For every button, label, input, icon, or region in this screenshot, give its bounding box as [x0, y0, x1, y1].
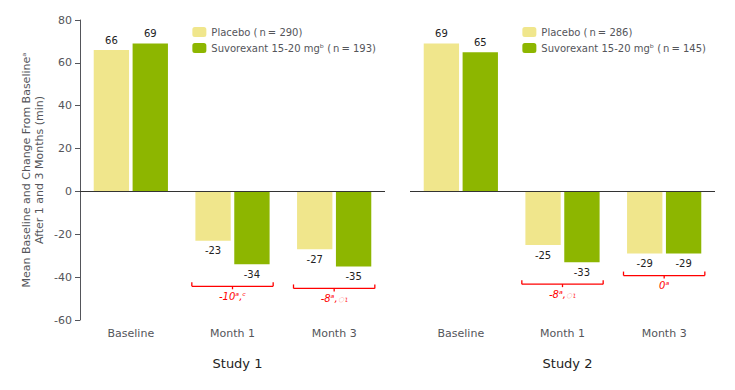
svg-text:0: 0	[65, 185, 72, 198]
svg-text:-33: -33	[574, 267, 590, 278]
svg-text:69: 69	[144, 28, 157, 39]
svg-text:After 1 and 3 Months (min): After 1 and 3 Months (min)	[33, 96, 46, 244]
svg-text:-29: -29	[675, 258, 691, 269]
svg-text:-34: -34	[244, 269, 260, 280]
svg-text:60: 60	[58, 56, 72, 69]
svg-text:40: 40	[58, 99, 72, 112]
svg-text:0ᵃ: 0ᵃ	[659, 280, 669, 291]
svg-text:-20: -20	[54, 228, 72, 241]
svg-text:-8ᵃ,ၤ: -8ᵃ,ၤ	[549, 289, 576, 300]
svg-text:Month 1: Month 1	[210, 327, 255, 340]
svg-text:-25: -25	[535, 250, 551, 261]
svg-text:69: 69	[435, 28, 448, 39]
svg-text:Baseline: Baseline	[108, 327, 155, 340]
svg-text:-8ᵃ,ၤ: -8ᵃ,ၤ	[321, 293, 348, 304]
svg-text:-40: -40	[54, 271, 72, 284]
svg-text:-29: -29	[637, 258, 653, 269]
svg-text:Placebo ( n = 286): Placebo ( n = 286)	[541, 27, 632, 38]
svg-text:Study 2: Study 2	[543, 356, 593, 371]
svg-text:Month 3: Month 3	[312, 327, 357, 340]
svg-text:Month 1: Month 1	[540, 327, 585, 340]
svg-text:65: 65	[474, 37, 487, 48]
svg-text:-10ᵃ,ᶜ: -10ᵃ,ᶜ	[219, 291, 246, 302]
svg-text:20: 20	[58, 142, 72, 155]
svg-text:Mean Baseline and Change From: Mean Baseline and Change From Baselineᵃ	[20, 52, 33, 287]
svg-text:Month 3: Month 3	[642, 327, 687, 340]
svg-text:Baseline: Baseline	[438, 327, 485, 340]
svg-text:80: 80	[58, 14, 72, 27]
svg-text:Study 1: Study 1	[213, 356, 263, 371]
svg-text:Placebo ( n = 290): Placebo ( n = 290)	[211, 27, 302, 38]
svg-text:-23: -23	[205, 245, 221, 256]
svg-text:66: 66	[105, 35, 118, 46]
svg-text:-35: -35	[345, 271, 361, 282]
svg-text:Suvorexant 15-20 mgᵇ ( n = 193: Suvorexant 15-20 mgᵇ ( n = 193)	[211, 43, 376, 54]
svg-text:-60: -60	[54, 314, 72, 327]
svg-text:Suvorexant 15-20 mgᵇ ( n = 145: Suvorexant 15-20 mgᵇ ( n = 145)	[541, 43, 706, 54]
svg-text:-27: -27	[307, 254, 323, 265]
